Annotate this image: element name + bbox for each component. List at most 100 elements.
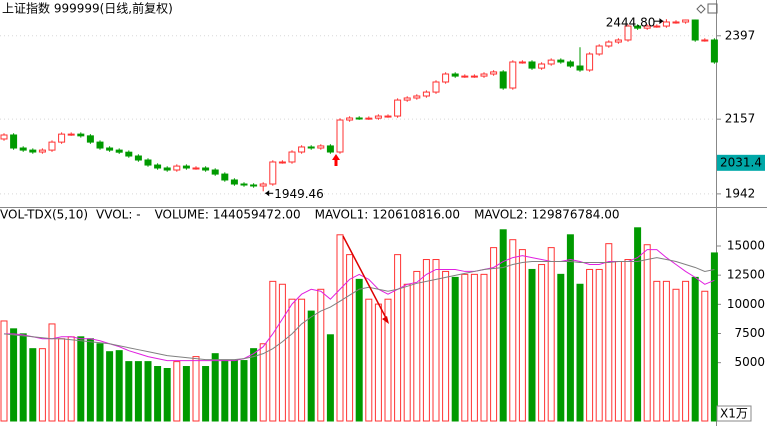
volume-bar	[499, 229, 507, 422]
volume-bar	[547, 247, 555, 422]
volume-bar	[605, 243, 613, 422]
y-tick-label: 2397	[725, 28, 756, 42]
volume-bar	[653, 280, 661, 422]
volume-bar	[326, 334, 334, 422]
candle-body	[163, 167, 171, 171]
volume-bar	[67, 336, 75, 422]
legend-name: VOLUME:	[155, 208, 209, 222]
candle-body	[106, 147, 114, 151]
candle-body	[518, 61, 526, 64]
candle-body	[336, 119, 344, 153]
candle-body	[547, 59, 555, 65]
unit-box	[716, 405, 752, 422]
volume-bar	[710, 252, 718, 422]
legend-value: 129876784.00	[532, 208, 620, 222]
candle-body	[192, 167, 200, 170]
y-tick-label: 2157	[725, 112, 756, 126]
candle-body	[125, 151, 133, 157]
candle-body	[86, 135, 94, 143]
candle-body	[509, 61, 517, 89]
volume-bar	[298, 298, 306, 422]
candle-body	[278, 161, 286, 164]
volume-bar	[288, 298, 296, 422]
candle-body	[240, 183, 248, 186]
candle-body	[230, 179, 238, 185]
volume-bar	[461, 273, 469, 422]
candle-body	[58, 133, 66, 143]
candle-body	[701, 39, 709, 42]
volume-bar	[643, 244, 651, 422]
volume-bar	[144, 361, 152, 422]
candle-body	[576, 65, 584, 71]
volume-panel: 5000 7500 10000 12500 15000 VOL-TDX(5,10) VVOL…	[0, 208, 765, 422]
candle-body	[307, 146, 315, 149]
candle-body	[144, 159, 152, 166]
candle-body	[672, 21, 680, 24]
candle-body	[710, 39, 718, 63]
candle-body	[269, 161, 277, 185]
volume-bar	[269, 280, 277, 422]
candle-body	[499, 71, 507, 89]
candle-body	[298, 146, 306, 153]
volume-bar	[355, 278, 363, 422]
chart-title: 上证指数 999999(日线,前复权)	[2, 1, 173, 16]
volume-bar	[240, 360, 248, 422]
window-icon[interactable]	[707, 3, 718, 14]
candle-body	[365, 117, 373, 120]
volume-bar	[576, 283, 584, 422]
candle-body	[77, 133, 85, 137]
candle-body	[355, 117, 363, 120]
volume-bar	[173, 361, 181, 422]
volume-bar	[10, 328, 18, 422]
volume-bar	[19, 333, 27, 422]
candle-body	[374, 115, 382, 119]
volume-bar	[566, 234, 574, 422]
candle-body	[528, 61, 536, 69]
candle-body	[259, 183, 267, 187]
candle-body	[154, 164, 162, 169]
candle-body	[422, 91, 430, 97]
candle-body	[624, 25, 632, 41]
annotation-arrowhead	[659, 18, 664, 25]
volume-bar	[77, 336, 85, 422]
candle-body	[288, 151, 296, 163]
legend-value: 120610816.00	[372, 208, 460, 222]
candle-body	[19, 147, 27, 151]
volume-bar	[115, 350, 123, 422]
ma-line	[4, 249, 715, 362]
volume-bar	[163, 368, 171, 422]
legend-name: MAVOL2:	[474, 208, 528, 222]
diamond-icon[interactable]	[696, 4, 706, 14]
candle-body	[451, 73, 459, 77]
volume-bar	[480, 273, 488, 422]
ma-line	[3, 257, 715, 361]
volume-bar	[317, 288, 325, 422]
candle-body	[470, 75, 478, 78]
candle-body	[566, 61, 574, 67]
volume-bar	[634, 227, 642, 422]
candle-body	[202, 167, 210, 171]
indicator-subtitle: VVOL: -	[96, 208, 141, 222]
volume-bar	[86, 338, 94, 422]
volume-bar	[58, 338, 66, 422]
candle-body	[643, 25, 651, 29]
candle-body	[662, 21, 670, 27]
volume-bar	[509, 239, 517, 422]
candle-body	[211, 169, 219, 175]
candle-body	[586, 53, 594, 71]
volume-bar	[336, 234, 344, 422]
price-panel: 1942 2157 2397 1949.46 2444.80 2031.4	[0, 16, 765, 201]
volume-bar	[384, 298, 392, 422]
volume-bar	[691, 276, 699, 422]
volume-bar	[96, 343, 104, 422]
candle-body	[221, 173, 229, 181]
candle-body	[432, 81, 440, 93]
volume-bar	[614, 261, 622, 422]
candle-body	[115, 149, 123, 153]
volume-bar	[528, 268, 536, 422]
candle-body	[413, 95, 421, 99]
candle-body	[614, 39, 622, 43]
volume-bar	[682, 280, 690, 422]
candle-body	[490, 71, 498, 75]
volume-bar	[182, 366, 190, 422]
